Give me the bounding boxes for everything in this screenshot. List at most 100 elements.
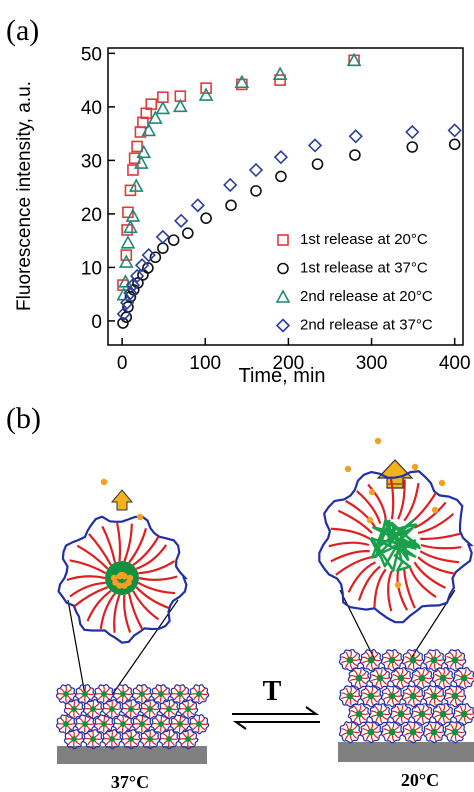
chain xyxy=(113,594,121,633)
chain xyxy=(365,687,370,694)
chain xyxy=(135,687,141,693)
chain xyxy=(97,725,103,731)
panel-label: (a) xyxy=(6,14,39,47)
chain xyxy=(407,651,412,658)
chain xyxy=(466,672,472,677)
chain xyxy=(105,687,111,693)
chain xyxy=(105,695,111,701)
corona xyxy=(112,683,134,705)
core xyxy=(101,721,107,727)
point xyxy=(346,52,362,67)
point xyxy=(116,306,131,322)
chain xyxy=(353,716,358,722)
point xyxy=(137,116,149,129)
chain xyxy=(457,661,463,667)
chain xyxy=(445,660,452,664)
chain xyxy=(122,707,129,710)
chain xyxy=(429,687,433,694)
chain xyxy=(345,723,349,730)
chain xyxy=(162,718,168,723)
point xyxy=(174,213,189,228)
chain xyxy=(391,663,395,670)
point xyxy=(123,219,138,234)
chain xyxy=(383,696,389,700)
chain xyxy=(401,704,404,711)
chain xyxy=(400,717,403,724)
chain xyxy=(383,692,390,696)
core xyxy=(196,691,202,697)
chain xyxy=(163,693,170,695)
chain xyxy=(124,688,130,693)
chain xyxy=(73,586,109,607)
corona xyxy=(74,714,96,735)
core xyxy=(147,706,153,712)
chain xyxy=(349,678,356,682)
chain xyxy=(403,569,416,609)
chain xyxy=(449,651,454,658)
chain xyxy=(374,705,379,712)
chain xyxy=(328,541,370,548)
chain xyxy=(106,723,113,726)
core xyxy=(109,706,115,712)
chain xyxy=(171,723,178,725)
point xyxy=(120,235,136,249)
chain xyxy=(445,671,451,677)
legend-label: 1st release at 20°C xyxy=(300,231,428,248)
chain xyxy=(413,561,446,589)
chain xyxy=(138,575,178,581)
core xyxy=(409,728,417,736)
core xyxy=(430,692,438,700)
point xyxy=(125,277,141,293)
chain xyxy=(349,699,352,706)
chain xyxy=(97,717,103,723)
point xyxy=(190,198,205,213)
core xyxy=(63,691,69,697)
corona xyxy=(112,714,134,735)
point xyxy=(132,277,144,289)
core xyxy=(376,674,384,682)
cargo xyxy=(368,488,376,496)
chain xyxy=(130,730,132,737)
point xyxy=(311,158,324,170)
chain xyxy=(87,740,92,746)
point xyxy=(349,149,361,161)
chain xyxy=(173,687,179,693)
chain xyxy=(102,685,105,692)
chain xyxy=(396,705,400,712)
chain xyxy=(367,483,387,521)
chain xyxy=(190,707,197,710)
chain xyxy=(189,710,195,716)
chain xyxy=(67,687,73,693)
core xyxy=(460,674,468,682)
core xyxy=(409,656,417,664)
chain xyxy=(420,532,461,541)
point xyxy=(118,274,133,288)
chain xyxy=(415,697,421,703)
chain xyxy=(340,660,347,664)
chain xyxy=(466,708,472,713)
chain xyxy=(143,688,149,693)
core xyxy=(196,721,202,727)
chain xyxy=(446,655,453,660)
chain xyxy=(171,708,178,711)
chain xyxy=(144,692,151,695)
chain xyxy=(370,678,377,682)
point xyxy=(118,254,134,268)
chain xyxy=(138,560,176,575)
chain xyxy=(434,722,437,729)
chain xyxy=(415,653,421,659)
chain xyxy=(330,550,370,563)
chain xyxy=(181,687,187,693)
core xyxy=(418,674,426,682)
chain xyxy=(341,692,348,696)
chain xyxy=(132,740,138,746)
cargo xyxy=(374,437,382,445)
corona xyxy=(347,702,372,726)
chain xyxy=(450,723,454,730)
chain xyxy=(91,711,94,718)
chain xyxy=(123,594,132,633)
chain xyxy=(412,699,415,706)
corona xyxy=(93,684,115,705)
chain xyxy=(69,559,107,575)
chain xyxy=(362,656,369,660)
